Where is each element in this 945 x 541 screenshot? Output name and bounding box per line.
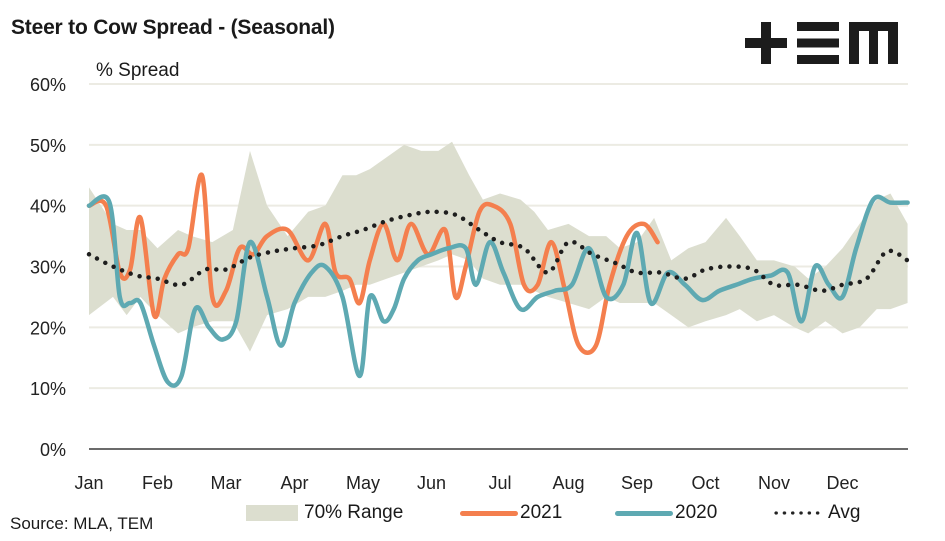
- x-tick-label: Jul: [488, 473, 511, 493]
- series-2021-line: [86, 172, 660, 356]
- logo-e-bar-top: [797, 22, 839, 31]
- x-tick-label: May: [346, 473, 380, 493]
- y-tick-label: 0%: [40, 440, 66, 460]
- source-note: Source: MLA, TEM: [10, 514, 154, 533]
- x-tick-labels: Jan Feb Mar Apr May Jun Jul Aug Sep Oct Nov Dec: [74, 473, 858, 493]
- legend-swatch-2020: [615, 510, 673, 516]
- range-area-group: [89, 141, 908, 352]
- legend-label-range: 70% Range: [304, 502, 404, 523]
- logo-e-bar-middle: [797, 38, 839, 48]
- x-tick-label: Jun: [417, 473, 446, 493]
- y-tick-label: 10%: [30, 379, 66, 399]
- legend-item-range: 70% Range: [246, 502, 403, 524]
- y-tick-label: 40%: [30, 197, 66, 217]
- y-tick-label: 50%: [30, 136, 66, 156]
- series-avg-line: [86, 209, 910, 294]
- legend: 70% Range 2021 2020 Avg: [0, 502, 945, 530]
- legend-item-2020: 2020: [615, 502, 717, 524]
- series-lines-group: [86, 172, 910, 388]
- y-tick-label: 20%: [30, 318, 66, 338]
- legend-label-avg: Avg: [828, 502, 861, 523]
- logo-plus-vertical: [761, 22, 771, 64]
- x-tick-label: Nov: [758, 473, 790, 493]
- y-tick-label: 60%: [30, 75, 66, 95]
- range-area: [89, 141, 908, 352]
- x-tick-label: Aug: [552, 473, 584, 493]
- logo-e-bar-bottom: [797, 55, 839, 64]
- legend-swatch-avg: [772, 511, 822, 515]
- y-tick-label: 30%: [30, 258, 66, 278]
- tem-logo: [745, 22, 898, 64]
- x-tick-label: Feb: [142, 473, 173, 493]
- legend-swatch-range: [246, 505, 298, 521]
- chart-title: Steer to Cow Spread - (Seasonal): [11, 16, 335, 39]
- x-tick-label: Apr: [280, 473, 308, 493]
- x-tick-label: Mar: [211, 473, 242, 493]
- y-axis-title: % Spread: [96, 60, 180, 81]
- legend-swatch-2021: [460, 510, 518, 516]
- x-tick-label: Sep: [621, 473, 653, 493]
- legend-label-2020: 2020: [675, 502, 718, 523]
- y-tick-labels: 0% 10% 20% 30% 40% 50% 60%: [30, 75, 66, 460]
- legend-item-avg: Avg: [772, 502, 860, 524]
- legend-item-2021: 2021: [460, 502, 562, 524]
- logo-m: [849, 22, 898, 64]
- x-tick-label: Oct: [691, 473, 719, 493]
- x-tick-label: Dec: [826, 473, 858, 493]
- x-tick-label: Jan: [74, 473, 103, 493]
- legend-label-2021: 2021: [520, 502, 563, 523]
